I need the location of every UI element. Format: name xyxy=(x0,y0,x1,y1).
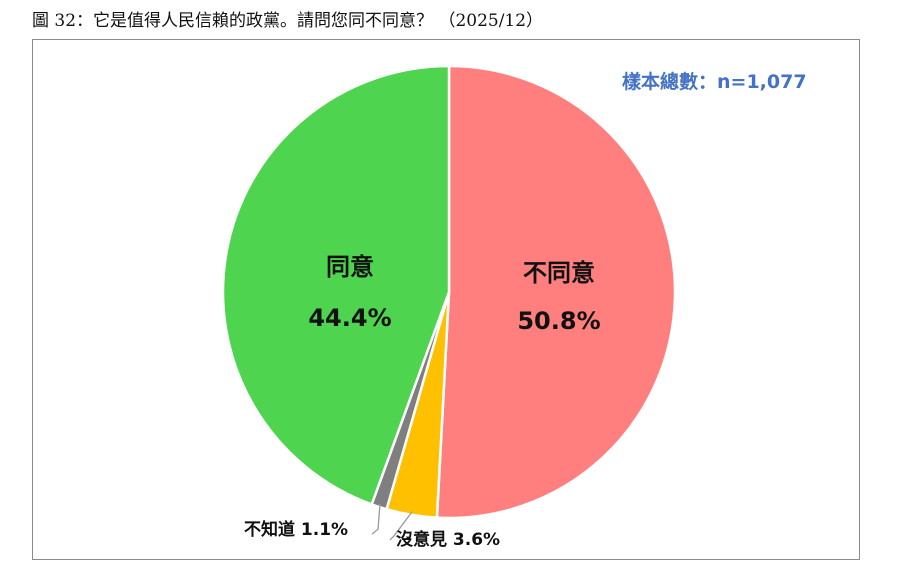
slice-label-dont_know: 不知道 1.1% xyxy=(244,519,348,540)
leader-line-no_opinion xyxy=(389,511,413,541)
slice-label-disagree: 不同意 xyxy=(523,259,595,287)
leader-line-dont_know xyxy=(371,504,381,535)
chart-frame xyxy=(32,39,860,560)
slice-value-agree: 44.4% xyxy=(308,304,391,332)
leader-lines xyxy=(371,504,413,541)
pie-slice-disagree xyxy=(435,64,677,520)
figure-title: 圖 32：它是值得人民信賴的政黨。請問您同不同意？ （2025/12） xyxy=(32,11,544,31)
slice-label-no_opinion: 沒意見 3.6% xyxy=(396,529,500,550)
slice-value-disagree: 50.8% xyxy=(517,307,600,335)
sample-size-note: 樣本總數：n=1,077 xyxy=(622,71,807,93)
slice-labels: 不同意 50.8% 沒意見 3.6% 不知道 1.1% 同意 44.4% xyxy=(244,253,601,550)
pie-slice-agree xyxy=(221,64,451,506)
pie-slices xyxy=(221,64,677,520)
slice-label-agree: 同意 xyxy=(326,253,374,281)
